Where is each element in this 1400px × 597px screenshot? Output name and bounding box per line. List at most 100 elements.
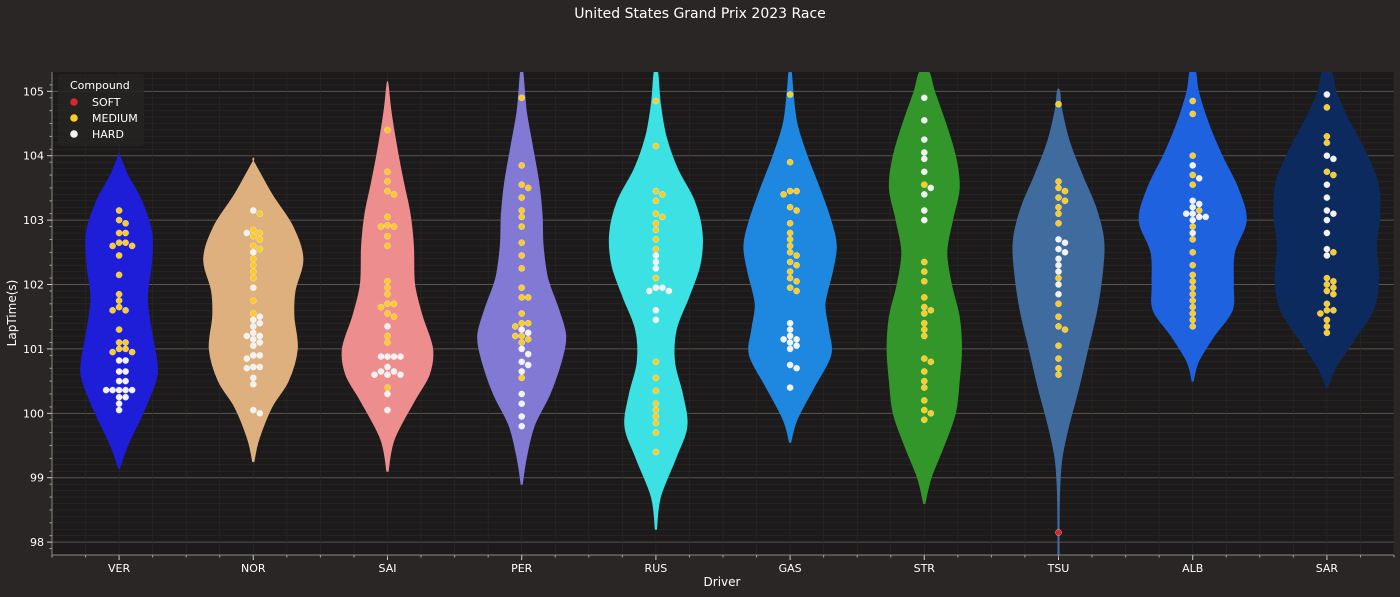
point-tsu-medium <box>1055 203 1062 211</box>
point-nor-medium <box>256 210 264 217</box>
point-str-medium <box>921 384 928 391</box>
point-str-medium <box>921 319 928 327</box>
point-str-medium <box>921 278 928 285</box>
point-sar-medium <box>1330 278 1337 285</box>
point-per-medium <box>518 374 525 382</box>
point-str-medium <box>921 303 928 311</box>
point-ver-medium <box>109 348 116 356</box>
point-ver-hard <box>115 406 123 414</box>
point-sar-medium <box>1323 316 1331 324</box>
point-ver-hard <box>122 357 129 364</box>
point-rus-medium <box>652 400 660 407</box>
point-sai-hard <box>384 406 391 414</box>
point-gas-hard <box>793 336 800 343</box>
point-gas-medium <box>793 278 800 285</box>
point-sai-medium <box>384 284 391 291</box>
legend-label-hard: HARD <box>92 128 124 141</box>
point-tsu-medium <box>1055 100 1062 108</box>
point-sar-medium <box>1330 307 1337 314</box>
point-sar-hard <box>1323 194 1331 201</box>
point-str-hard <box>921 94 928 102</box>
point-str-medium <box>921 181 928 188</box>
point-sai-hard <box>384 371 391 378</box>
violin-str <box>886 72 963 504</box>
point-gas-hard <box>786 384 794 391</box>
point-nor-hard <box>250 363 257 371</box>
point-tsu-hard <box>1055 245 1062 253</box>
point-tsu-hard <box>1055 261 1062 269</box>
point-gas-medium <box>793 187 800 195</box>
point-per-medium <box>524 184 532 192</box>
point-rus-hard <box>652 307 660 314</box>
point-tsu-hard <box>1055 290 1062 298</box>
point-nor-medium <box>250 232 257 240</box>
point-ver-medium <box>115 207 123 214</box>
point-sar-medium <box>1323 139 1331 147</box>
y-tick-label: 101 <box>23 343 44 356</box>
point-sai-hard <box>390 353 398 360</box>
point-sar-medium <box>1330 284 1337 291</box>
point-sar-medium <box>1317 310 1324 317</box>
point-rus-medium <box>652 220 660 227</box>
point-rus-hard <box>652 265 660 272</box>
violin-ver <box>80 152 158 469</box>
point-per-medium <box>518 213 525 221</box>
point-rus-hard <box>652 316 660 324</box>
point-per-medium <box>511 332 519 340</box>
point-nor-hard <box>256 332 264 340</box>
point-rus-hard <box>646 287 653 295</box>
point-str-medium <box>921 355 928 362</box>
point-sai-medium <box>384 278 391 285</box>
point-per-medium <box>518 332 525 340</box>
point-rus-medium <box>659 213 666 221</box>
point-ver-medium <box>109 307 116 314</box>
violin-rus <box>608 72 703 530</box>
point-sai-medium <box>384 384 391 391</box>
point-nor-hard <box>250 381 257 388</box>
point-ver-medium <box>122 307 129 314</box>
point-nor-hard <box>256 410 264 417</box>
point-nor-hard <box>256 352 264 359</box>
point-nor-hard <box>250 284 257 291</box>
point-sar-hard <box>1323 152 1331 159</box>
point-tsu-medium <box>1055 355 1062 362</box>
point-tsu-soft <box>1055 529 1062 536</box>
point-str-hard <box>921 168 928 176</box>
point-str-medium <box>921 368 928 375</box>
point-tsu-medium <box>1055 220 1062 227</box>
x-axis: VER NOR SAI PER RUS GAS STR TSU ALB SAR <box>51 554 1395 575</box>
point-alb-medium <box>1189 236 1196 243</box>
point-sai-medium <box>377 303 385 311</box>
point-str-medium <box>921 294 928 301</box>
point-nor-hard <box>250 342 257 349</box>
point-ver-medium <box>122 229 129 237</box>
point-sar-medium <box>1330 171 1337 179</box>
point-sai-medium <box>384 178 391 185</box>
point-per-medium <box>518 339 525 346</box>
point-gas-medium <box>786 158 794 166</box>
point-alb-medium <box>1189 323 1196 330</box>
point-sai-medium <box>384 339 391 346</box>
point-str-medium <box>921 416 928 424</box>
point-gas-hard <box>793 342 800 349</box>
point-ver-hard <box>115 357 123 364</box>
y-axis: 98 99 100 101 102 103 104 105 <box>23 72 53 555</box>
point-sai-hard <box>384 363 391 371</box>
point-str-medium <box>921 326 928 333</box>
swarm-points <box>102 91 1337 536</box>
point-nor-hard <box>250 406 257 414</box>
point-alb-medium <box>1189 261 1196 269</box>
chart-title: United States Grand Prix 2023 Race <box>574 6 826 22</box>
point-ver-hard <box>122 386 129 394</box>
point-tsu-hard <box>1055 255 1062 263</box>
point-rus-hard <box>665 287 673 295</box>
point-tsu-medium <box>1055 313 1062 320</box>
point-rus-medium <box>652 197 660 205</box>
point-sar-medium <box>1323 287 1331 295</box>
point-tsu-medium <box>1055 210 1062 217</box>
point-sar-hard <box>1330 155 1337 163</box>
point-str-medium <box>921 258 928 266</box>
point-sai-medium <box>384 232 391 240</box>
x-tick-label-per: PER <box>511 562 533 575</box>
